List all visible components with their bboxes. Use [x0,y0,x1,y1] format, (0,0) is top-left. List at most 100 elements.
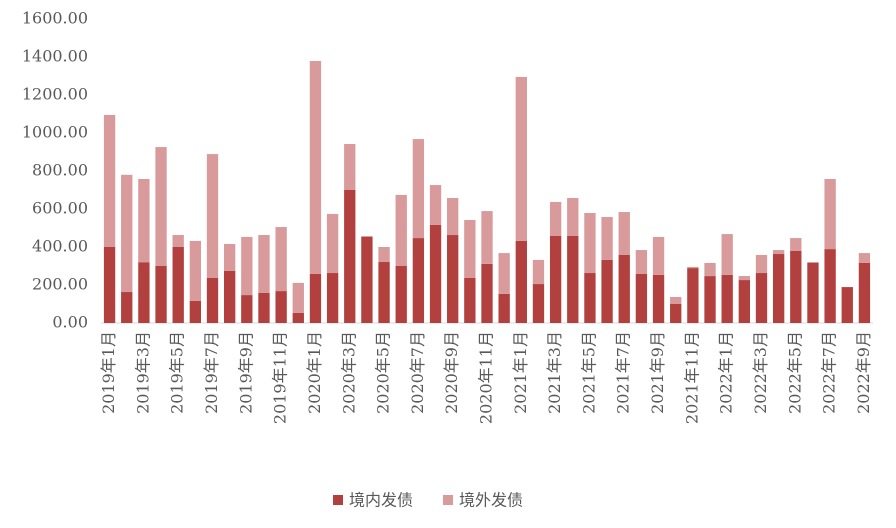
x-tick-label: 2020年5月 [374,331,393,414]
bar-segment [687,266,699,269]
y-tick-label: 200.00 [32,275,88,294]
x-tick-label: 2020年1月 [305,331,324,414]
bar-segment [652,274,665,323]
y-tick-label: 1200.00 [22,85,88,104]
bar-segment [138,178,150,263]
bar-segment [635,250,648,274]
bar-segment [241,236,253,296]
bar-segment [755,254,768,274]
bar-segment [292,282,304,313]
bar-segment [412,139,425,239]
bar-segment [532,284,545,323]
bar-segment [858,262,871,323]
bar-segment [429,224,442,323]
bar-segment [172,247,184,323]
x-tick-label: 2021年7月 [614,331,633,414]
bar-segment [429,185,442,225]
x-tick-label: 2019年7月 [202,331,221,414]
x-tick-label: 2022年3月 [751,331,770,414]
bar-segment [155,266,167,323]
y-tick-label: 1000.00 [22,123,88,142]
bar-segment [258,292,270,323]
bar-segment [584,212,596,274]
bar-segment [841,287,853,323]
legend-label: 境内发债 [349,491,413,510]
bar-segment [224,270,236,323]
y-tick-label: 1400.00 [22,47,88,66]
x-tick-label: 2021年11月 [682,331,701,424]
bar-segment [361,235,373,237]
bar-segment [378,262,390,323]
bar-segment [721,234,733,275]
bar-segment [601,259,613,323]
bar-segment [361,236,373,323]
bar-segment [292,312,304,323]
bar-segment [772,250,785,255]
bar-segment [549,235,562,323]
bar-segment [172,235,184,247]
bar-segment [309,60,322,274]
bar-segment [567,197,579,236]
bar-segment [326,273,339,323]
bar-segment [738,276,750,281]
bar-segment [670,304,682,323]
x-tick-label: 2019年11月 [271,331,290,424]
bar-segment [258,235,270,293]
y-tick-label: 600.00 [32,199,88,218]
bar-segment [755,273,768,323]
bar-segment [584,273,596,323]
bar-segment [858,253,871,263]
x-tick-label: 2022年9月 [854,331,873,414]
x-tick-label: 2021年3月 [545,331,564,414]
bar-segment [224,243,236,271]
y-tick-label: 1600.00 [22,9,88,28]
bar-segment [121,292,133,323]
x-tick-label: 2019年1月 [99,331,118,414]
bar-segment [189,240,202,301]
x-tick-label: 2019年9月 [236,331,255,414]
bar-segment [738,280,750,323]
bar-segment [498,293,510,323]
bar-segment [807,262,819,323]
y-tick-label: 400.00 [32,237,88,256]
bar-segment [687,268,699,323]
bar-segment [567,235,579,323]
x-tick-label: 2020年3月 [339,331,358,414]
legend-label: 境外发债 [459,491,523,510]
bar-segment [790,250,802,323]
bar-segment [447,235,459,323]
bar-segment [721,274,733,323]
bar-segment [206,277,219,323]
bar-segment [670,296,682,304]
bar-segment [515,240,527,323]
bar-segment [532,259,545,285]
x-tick-label: 2019年3月 [133,331,152,414]
bar-segment [206,154,219,278]
bar-segment [772,254,785,323]
x-tick-label: 2020年9月 [442,331,461,414]
bar-segment [704,276,716,323]
bar-segment [326,213,339,274]
bar-segment [515,76,527,241]
bar-segment [498,253,510,294]
legend-swatch [443,495,453,505]
bar-segment [309,273,322,323]
bar-segment [395,194,407,266]
bar-segment [241,295,253,323]
bar-segment [447,197,459,236]
bar-segment [549,201,562,236]
bar-segment [103,247,116,323]
bar-segment [189,300,202,323]
x-tick-label: 2021年1月 [511,331,530,414]
bar-segment [824,178,836,250]
x-tick-label: 2019年5月 [168,331,187,414]
legend-swatch [333,495,343,505]
bar-segment [790,238,802,251]
x-tick-label: 2020年7月 [408,331,427,414]
x-tick-label: 2021年5月 [579,331,598,414]
x-tick-label: 2021年9月 [648,331,667,414]
bar-segment [138,262,150,323]
x-tick-label: 2020年11月 [477,331,496,424]
bar-segment [601,216,613,260]
